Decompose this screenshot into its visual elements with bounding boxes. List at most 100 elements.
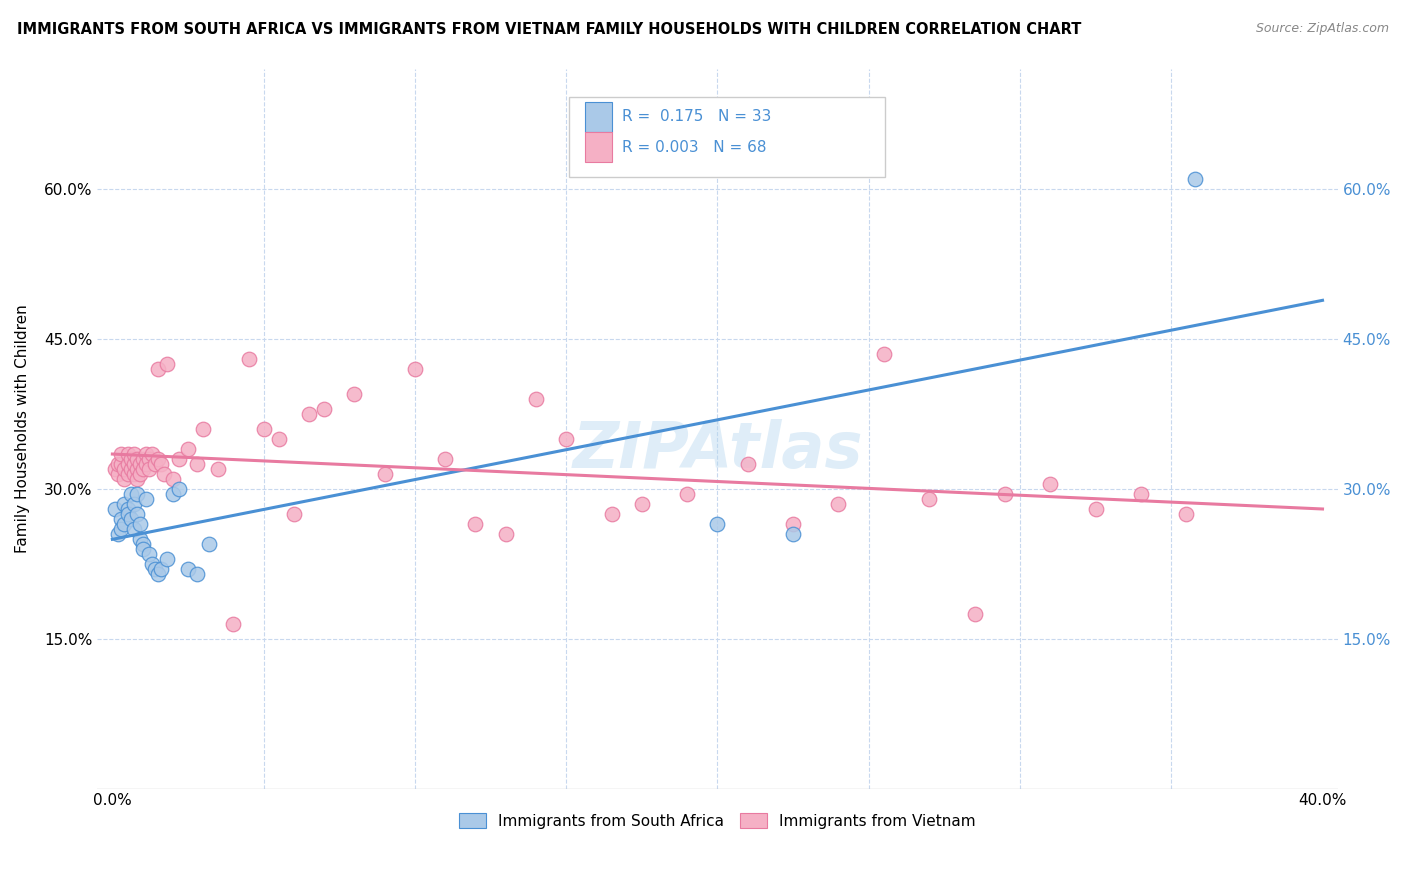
- Point: [162, 471, 184, 485]
- Point: [143, 561, 166, 575]
- Point: [314, 401, 336, 416]
- Point: [283, 507, 305, 521]
- Point: [122, 457, 145, 471]
- Point: [138, 451, 160, 466]
- Point: [131, 536, 153, 550]
- Point: [128, 457, 150, 471]
- Point: [156, 357, 179, 371]
- Point: [125, 486, 148, 500]
- Point: [135, 491, 157, 506]
- Point: [146, 566, 169, 581]
- Point: [782, 526, 804, 541]
- Point: [114, 461, 136, 475]
- Point: [495, 526, 517, 541]
- Point: [191, 421, 214, 435]
- Point: [149, 457, 172, 471]
- Point: [120, 486, 142, 500]
- Point: [104, 501, 127, 516]
- Point: [125, 507, 148, 521]
- Point: [146, 361, 169, 376]
- Point: [122, 467, 145, 481]
- Point: [143, 457, 166, 471]
- Point: [153, 467, 176, 481]
- Point: [117, 467, 139, 481]
- Point: [1130, 486, 1153, 500]
- Point: [267, 432, 290, 446]
- Point: [138, 547, 160, 561]
- Point: [434, 451, 457, 466]
- Point: [1084, 501, 1107, 516]
- Point: [343, 386, 366, 401]
- Point: [107, 457, 129, 471]
- Text: R = 0.003   N = 68: R = 0.003 N = 68: [621, 139, 766, 154]
- Point: [963, 607, 986, 621]
- Point: [827, 496, 849, 510]
- Point: [135, 457, 157, 471]
- Point: [149, 561, 172, 575]
- Point: [177, 561, 200, 575]
- Point: [135, 446, 157, 460]
- Text: IMMIGRANTS FROM SOUTH AFRICA VS IMMIGRANTS FROM VIETNAM FAMILY HOUSEHOLDS WITH C: IMMIGRANTS FROM SOUTH AFRICA VS IMMIGRAN…: [17, 22, 1081, 37]
- Point: [131, 541, 153, 556]
- Point: [120, 511, 142, 525]
- Point: [120, 451, 142, 466]
- Point: [782, 516, 804, 531]
- Text: ZIPAtlas: ZIPAtlas: [572, 419, 863, 481]
- Point: [117, 457, 139, 471]
- FancyBboxPatch shape: [568, 97, 884, 177]
- Point: [374, 467, 396, 481]
- Point: [125, 451, 148, 466]
- Point: [156, 551, 179, 566]
- Point: [555, 432, 578, 446]
- Point: [125, 461, 148, 475]
- Point: [1184, 171, 1206, 186]
- Point: [918, 491, 941, 506]
- Point: [104, 461, 127, 475]
- Point: [110, 522, 132, 536]
- Y-axis label: Family Households with Children: Family Households with Children: [15, 304, 30, 553]
- Point: [524, 392, 547, 406]
- Point: [994, 486, 1017, 500]
- Point: [600, 507, 623, 521]
- Point: [110, 511, 132, 525]
- Text: Source: ZipAtlas.com: Source: ZipAtlas.com: [1256, 22, 1389, 36]
- Point: [128, 532, 150, 546]
- Point: [141, 446, 163, 460]
- Point: [131, 461, 153, 475]
- Point: [146, 451, 169, 466]
- Point: [630, 496, 652, 510]
- Point: [1175, 507, 1198, 521]
- Point: [110, 446, 132, 460]
- Point: [114, 471, 136, 485]
- Point: [222, 616, 245, 631]
- Text: R =  0.175   N = 33: R = 0.175 N = 33: [621, 109, 772, 124]
- Point: [117, 446, 139, 460]
- Point: [186, 566, 208, 581]
- Point: [162, 486, 184, 500]
- Point: [737, 457, 759, 471]
- Point: [138, 461, 160, 475]
- Point: [167, 482, 190, 496]
- Point: [128, 516, 150, 531]
- Point: [873, 346, 896, 360]
- Point: [464, 516, 486, 531]
- Point: [298, 407, 321, 421]
- Point: [1039, 476, 1062, 491]
- Point: [117, 501, 139, 516]
- Point: [238, 351, 260, 366]
- Point: [186, 457, 208, 471]
- Point: [107, 526, 129, 541]
- Point: [128, 467, 150, 481]
- Point: [198, 536, 221, 550]
- Bar: [585, 102, 612, 132]
- Point: [253, 421, 276, 435]
- Point: [141, 557, 163, 571]
- Point: [110, 457, 132, 471]
- Point: [114, 496, 136, 510]
- Point: [167, 451, 190, 466]
- Point: [207, 461, 229, 475]
- Point: [122, 446, 145, 460]
- Point: [676, 486, 699, 500]
- Point: [114, 516, 136, 531]
- Point: [120, 461, 142, 475]
